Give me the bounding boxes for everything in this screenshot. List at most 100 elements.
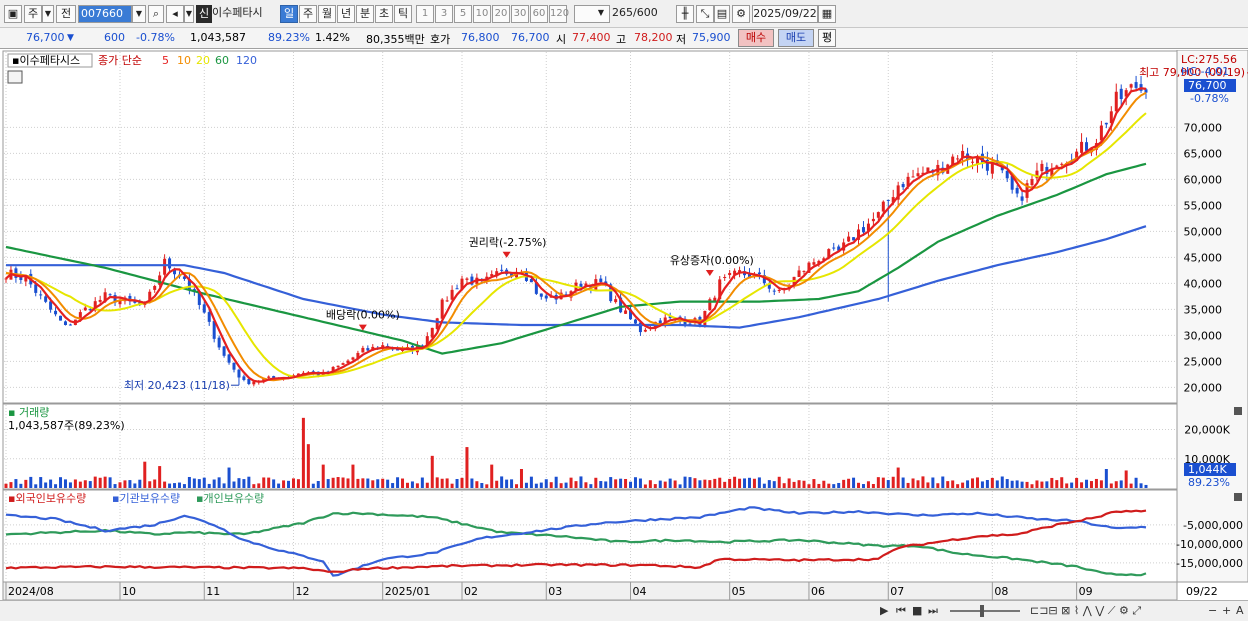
candle-body-163	[812, 262, 816, 265]
volume-bar-98	[490, 464, 494, 488]
quote-bid-label: 호가	[430, 33, 451, 46]
volume-bar-70	[351, 464, 355, 488]
volume-bar-162	[807, 484, 811, 488]
count-dropdown-icon[interactable]: ▼	[597, 8, 605, 17]
volume-bar-187	[931, 477, 935, 488]
save-icon[interactable]: ▤	[714, 5, 730, 23]
candle-body-25	[128, 295, 132, 302]
count-button-60[interactable]: 60	[530, 5, 548, 23]
draw-tool-icon[interactable]: ⤡	[696, 5, 714, 23]
period-button-5[interactable]: 초	[375, 5, 393, 23]
count-button-10[interactable]: 10	[473, 5, 491, 23]
period-button-4[interactable]: 분	[356, 5, 374, 23]
date-field[interactable]: 2025/09/22	[752, 5, 818, 23]
stock-chart[interactable]: 70,000 65,000 60,000 55,000 50,000 45,000 40,0…	[0, 50, 1248, 600]
count-button-20[interactable]: 20	[492, 5, 510, 23]
period-button-3[interactable]: 년	[337, 5, 355, 23]
period-button-2[interactable]: 월	[318, 5, 336, 23]
candle-body-93	[465, 278, 469, 280]
bottom-button-1[interactable]: ⏮	[896, 604, 906, 617]
bottom-button-0[interactable]: ▶	[880, 604, 889, 617]
volume-bar-220	[1094, 478, 1098, 488]
period-button-0[interactable]: 일	[280, 5, 298, 23]
ma60-line	[5, 162, 1147, 355]
volume-bar-78	[391, 483, 395, 488]
quote-volume-ratio: 89.23%	[268, 31, 310, 44]
candle-body-16	[83, 307, 87, 311]
x-axis-right-label: 09/22	[1186, 585, 1218, 598]
volume-bar-112	[559, 483, 563, 488]
volume-bar-199	[990, 477, 994, 488]
volume-bar-32	[163, 481, 167, 488]
layout-icons[interactable]: ⊏⊐⊟ ⊠ ⌇ ⋀ ⋁ ⟋ ⚙ ⤢	[1030, 604, 1142, 617]
candle-body-230	[1144, 89, 1148, 93]
candle-body-176	[876, 212, 880, 218]
candle-body-222	[1104, 122, 1108, 125]
count-button-3[interactable]: 3	[435, 5, 453, 23]
zoom-slider-handle[interactable]	[980, 605, 984, 617]
calendar-icon[interactable]: ▦	[818, 5, 836, 23]
bottom-button-5[interactable]: +	[1222, 604, 1232, 617]
volume-bar-40	[202, 477, 206, 488]
bottom-button-4[interactable]: −	[1208, 604, 1218, 617]
period-button-6[interactable]: 틱	[394, 5, 412, 23]
candle-type-icon[interactable]: ╫	[676, 5, 694, 23]
volume-bar-83	[415, 483, 419, 488]
price-tick-6: 40,000	[1184, 277, 1223, 290]
period-dropdown-icon[interactable]: ▼	[42, 5, 54, 23]
volume-bar-95	[475, 481, 479, 488]
gear-icon[interactable]: ⚙	[732, 5, 750, 23]
candle-body-146	[728, 272, 732, 276]
code-dropdown-icon[interactable]: ▼	[132, 5, 146, 23]
chart-settings-icon[interactable]: ▣	[4, 5, 22, 23]
stock-code-input[interactable]: 007660	[78, 5, 132, 23]
quote-low-label: 저	[676, 33, 687, 46]
eval-button[interactable]: 평	[818, 29, 836, 47]
candle-body-175	[871, 218, 875, 222]
buy-button[interactable]: 매수	[738, 29, 774, 47]
candle-body-86	[430, 327, 434, 338]
candle-body-125	[624, 310, 628, 314]
candle-body-144	[718, 279, 722, 300]
volume-bar-110	[549, 482, 553, 488]
quote-bid: 76,800	[461, 31, 500, 44]
candle-body-98	[490, 274, 494, 277]
bottom-button-3[interactable]: ⏭	[928, 604, 938, 617]
count-input[interactable]	[574, 5, 610, 23]
quote-amount: 80,355백만	[366, 33, 425, 46]
volume-bar-157	[782, 483, 786, 488]
speaker-dropdown-icon[interactable]: ▼	[184, 5, 194, 23]
bottom-button-2[interactable]: ■	[912, 604, 923, 617]
candle-body-167	[832, 247, 836, 249]
holdings-panel-close-icon[interactable]	[1234, 493, 1242, 501]
quote-ask: 76,700	[511, 31, 550, 44]
volume-bar-17	[88, 481, 92, 488]
count-button-1[interactable]: 1	[416, 5, 434, 23]
volume-panel-close-icon[interactable]	[1234, 407, 1242, 415]
zoom-slider[interactable]	[950, 610, 1020, 612]
period-select[interactable]: 주	[24, 5, 42, 23]
prev-button[interactable]: 전	[56, 5, 76, 23]
candle-body-228	[1134, 82, 1138, 88]
volume-bar-5	[29, 476, 33, 488]
volume-bar-20	[103, 476, 107, 488]
sell-button[interactable]: 매도	[778, 29, 814, 47]
search-icon[interactable]: ⌕	[148, 5, 164, 23]
count-button-5[interactable]: 5	[454, 5, 472, 23]
candle-body-191	[951, 156, 955, 166]
bottom-button-6[interactable]: A	[1236, 604, 1244, 617]
candle-body-129	[643, 329, 647, 332]
lc-label: LC:275.56	[1181, 53, 1237, 66]
count-button-30[interactable]: 30	[511, 5, 529, 23]
candle-body-127	[633, 319, 637, 324]
candle-body-69	[346, 360, 350, 363]
candle-body-30	[153, 286, 157, 290]
grid-toggle-icon[interactable]	[7, 70, 23, 84]
quote-change-pct: -0.78%	[136, 31, 175, 44]
period-button-1[interactable]: 주	[299, 5, 317, 23]
speaker-icon[interactable]: ◂	[166, 5, 184, 23]
volume-bar-77	[386, 479, 390, 488]
count-button-120[interactable]: 120	[549, 5, 569, 23]
candle-body-85	[425, 336, 429, 348]
